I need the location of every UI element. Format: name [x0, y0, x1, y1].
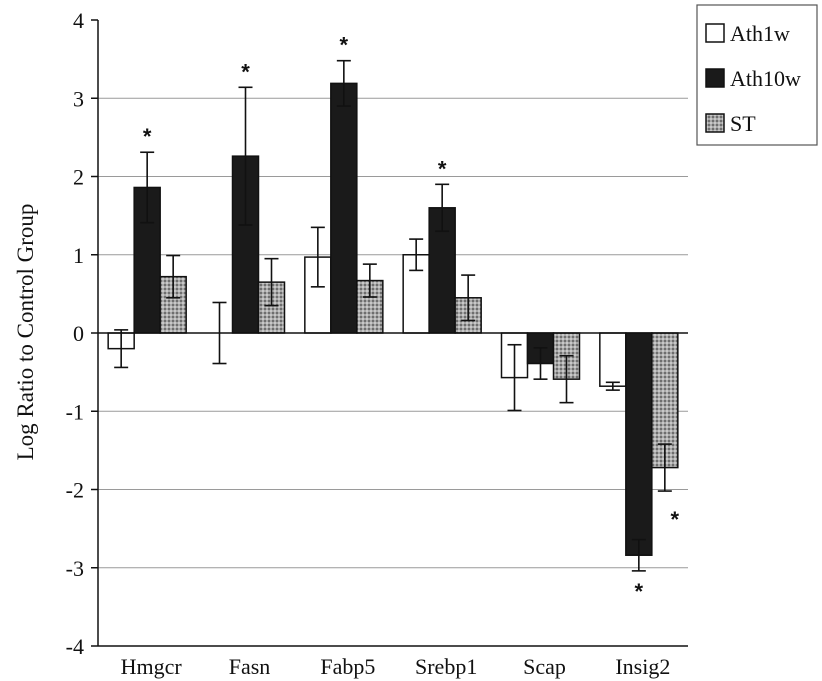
y-tick-label: 1 [73, 243, 84, 268]
legend-label: Ath1w [730, 21, 790, 46]
significance-marker: * [241, 59, 250, 84]
y-tick-label: 4 [73, 8, 84, 33]
legend-swatch [706, 114, 724, 132]
bars [108, 83, 678, 555]
bar-ath10w-insig2 [626, 333, 652, 555]
x-category-label: Fasn [229, 654, 271, 679]
y-tick-label: 2 [73, 165, 84, 190]
x-category-label: Srebp1 [415, 654, 477, 679]
significance-marker: * [143, 124, 152, 149]
legend-swatch [706, 69, 724, 87]
significance-marker: * [438, 156, 447, 181]
y-tick-label: -4 [66, 634, 84, 659]
y-tick-label: -2 [66, 478, 84, 503]
significance-marker: * [635, 579, 644, 604]
x-category-label: Fabp5 [320, 654, 375, 679]
bar-ath10w-fabp5 [331, 83, 357, 333]
labels: 4 3 2 1 0 -1 -2 -3 -4 Hmgcr Fasn Fabp5 Srebp1 Scap Ins… [66, 8, 680, 679]
y-axis-title: Log Ratio to Control Group [13, 204, 38, 461]
significance-marker: * [671, 507, 680, 532]
legend: Ath1w Ath10w ST [697, 5, 817, 145]
legend-swatch [706, 24, 724, 42]
significance-marker: * [340, 33, 349, 58]
x-category-label: Hmgcr [121, 654, 183, 679]
y-tick-label: -1 [66, 399, 84, 424]
bar-ath1w-insig2 [600, 333, 626, 386]
y-tick-label: 0 [73, 321, 84, 346]
error-bars [114, 61, 672, 571]
x-category-label: Insig2 [615, 654, 670, 679]
y-tick-label: -3 [66, 556, 84, 581]
x-category-label: Scap [523, 654, 566, 679]
y-tick-label: 3 [73, 86, 84, 111]
legend-label: ST [730, 111, 756, 136]
axes [91, 20, 688, 646]
legend-label: Ath10w [730, 66, 801, 91]
